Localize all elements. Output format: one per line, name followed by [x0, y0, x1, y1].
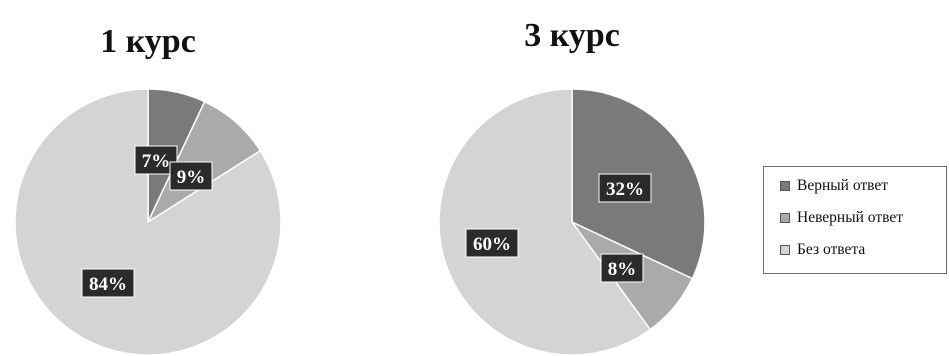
- course3-data-label-correct: 32%: [598, 173, 652, 203]
- legend-swatch-incorrect: [780, 213, 790, 223]
- course3-slice-no-answer: [438, 88, 652, 356]
- legend-label-incorrect: Неверный ответ: [797, 209, 904, 226]
- legend-label-no-answer: Без ответа: [797, 241, 866, 258]
- legend-item-no-answer: Без ответа: [780, 241, 865, 259]
- course1-title: 1 курс: [100, 23, 196, 60]
- course3-data-label-no-answer: 60%: [465, 228, 519, 258]
- chart-legend: Верный ответ Неверный ответ Без ответа: [763, 166, 947, 274]
- course1-data-label-incorrect: 9%: [169, 161, 213, 191]
- svg-text:8%: 8%: [608, 259, 637, 280]
- legend-swatch-correct: [780, 181, 790, 191]
- course3-title: 3 курс: [524, 17, 620, 54]
- svg-text:9%: 9%: [177, 167, 206, 188]
- svg-text:60%: 60%: [473, 234, 511, 255]
- legend-label-correct: Верный ответ: [797, 177, 889, 194]
- legend-item-incorrect: Неверный ответ: [780, 209, 903, 227]
- svg-text:7%: 7%: [142, 151, 171, 172]
- svg-text:84%: 84%: [89, 274, 127, 295]
- course1-data-label-no-answer: 84%: [81, 268, 135, 298]
- svg-text:32%: 32%: [606, 179, 644, 200]
- legend-swatch-no-answer: [780, 245, 790, 255]
- course3-data-label-incorrect: 8%: [600, 253, 644, 283]
- legend-item-correct: Верный ответ: [780, 177, 888, 195]
